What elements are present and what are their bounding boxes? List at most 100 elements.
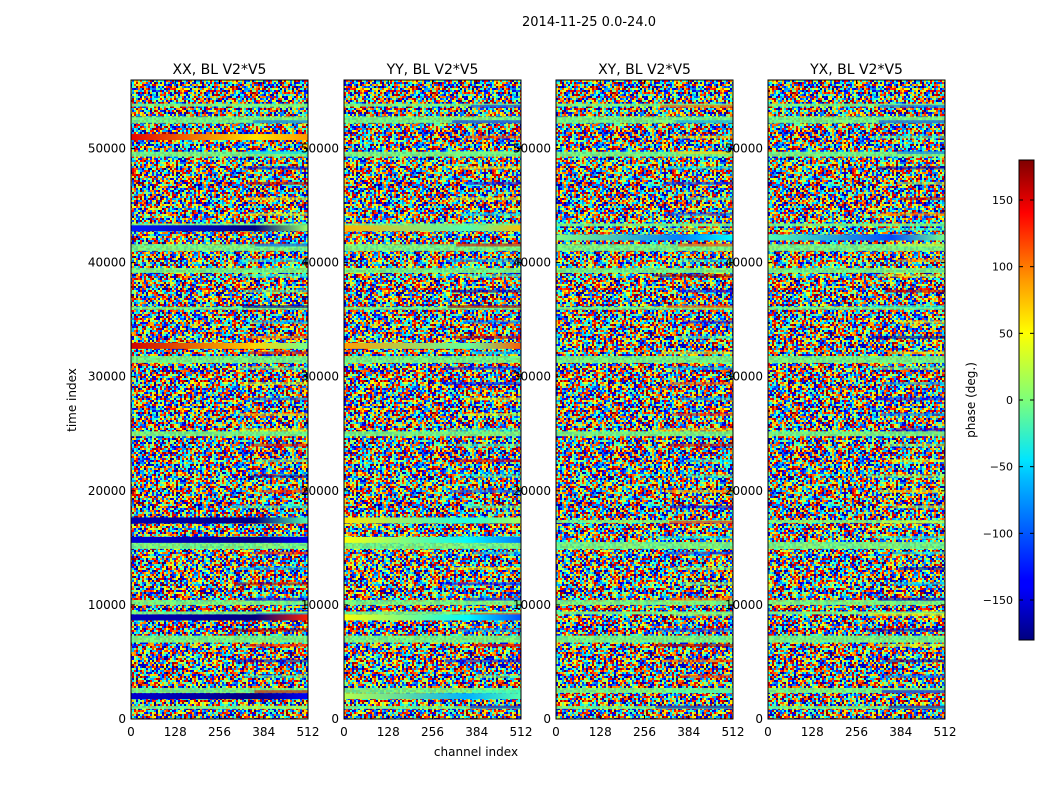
phase-band — [131, 517, 308, 524]
fringe-stripe — [231, 628, 308, 632]
fringe-stripe — [656, 536, 733, 540]
fringe-stripe — [884, 443, 945, 447]
fringe-stripe — [895, 258, 945, 262]
fringe-stripe — [897, 151, 945, 155]
y-tick-label: 10000 — [301, 598, 339, 612]
fringe-stripe — [668, 212, 733, 216]
y-tick-label: 0 — [331, 712, 339, 726]
flag-band — [344, 306, 521, 310]
fringe-stripe — [444, 366, 521, 370]
flag-band — [344, 244, 521, 252]
colorbar-tick-label: 150 — [992, 194, 1013, 207]
panels-group: XX, BL V2*V5 0 128 256 384 512 0 10000 20000 3000… — [88, 62, 957, 739]
fringe-stripe — [884, 659, 945, 663]
y-tick-label: 20000 — [513, 484, 551, 498]
colorbar-tick-label: −100 — [983, 527, 1013, 540]
flag-band — [556, 611, 733, 615]
flag-band — [131, 542, 308, 550]
y-tick-label: 40000 — [513, 256, 551, 270]
colorbar-label: phase (deg.) — [964, 362, 978, 438]
flag-band — [344, 356, 521, 364]
flag-band — [344, 611, 521, 615]
y-tick-label: 50000 — [725, 141, 763, 155]
fringe-stripe — [672, 412, 733, 416]
fringe-stripe — [466, 274, 521, 278]
fringe-stripe — [679, 289, 733, 293]
x-tick-label: 0 — [340, 725, 348, 739]
fringe-stripe — [471, 690, 521, 694]
fringe-stripe — [456, 459, 521, 463]
fringe-stripe — [234, 659, 308, 663]
x-tick-label: 256 — [208, 725, 231, 739]
fringe-stripe — [892, 551, 945, 555]
fringe-stripe — [687, 197, 733, 201]
fringe-stripe — [879, 104, 945, 108]
fringe-stripe — [682, 320, 733, 324]
fringe-stripe — [238, 258, 308, 262]
y-tick-label: 50000 — [88, 141, 126, 155]
x-axis-label: channel index — [434, 745, 518, 759]
y-tick-label: 40000 — [301, 256, 339, 270]
fringe-stripe — [470, 705, 521, 709]
figure-suptitle: 2014-11-25 0.0-24.0 — [522, 15, 656, 30]
flag-band — [131, 223, 308, 227]
fringe-stripe — [248, 351, 308, 355]
fringe-stripe — [243, 166, 308, 170]
y-tick-label: 0 — [543, 712, 551, 726]
flag-band — [768, 103, 945, 107]
flag-band — [556, 542, 733, 550]
fringe-stripe — [883, 382, 945, 386]
fringe-stripe — [444, 659, 521, 663]
fringe-stripe — [888, 705, 945, 709]
fringe-stripe — [877, 597, 945, 601]
fringe-stripe — [661, 659, 733, 663]
y-tick-label: 20000 — [725, 484, 763, 498]
phase-band — [131, 225, 308, 232]
phase-band — [344, 614, 521, 621]
fringe-stripe — [446, 428, 521, 432]
fringe-stripe — [662, 181, 733, 185]
fringe-stripe — [454, 335, 521, 339]
fringe-stripe — [465, 135, 521, 139]
fringe-stripe — [672, 690, 733, 694]
flag-band — [768, 706, 945, 710]
flag-band — [768, 306, 945, 310]
fringe-stripe — [670, 366, 733, 370]
fringe-stripe — [669, 520, 733, 524]
flag-band — [556, 151, 733, 157]
fringe-stripe — [453, 166, 521, 170]
flag-band — [556, 520, 733, 524]
fringe-stripe — [237, 566, 308, 570]
phase-band — [344, 517, 521, 524]
fringe-stripe — [249, 397, 308, 401]
y-tick-label: 30000 — [725, 370, 763, 384]
phase-band — [131, 134, 308, 141]
x-tick-label: 512 — [934, 725, 957, 739]
fringe-stripe — [466, 181, 521, 185]
fringe-stripe — [456, 443, 521, 447]
fringe-stripe — [654, 643, 733, 647]
fringe-stripe — [657, 628, 733, 632]
fringe-stripe — [866, 474, 945, 478]
x-tick-label: 128 — [164, 725, 187, 739]
flag-band — [131, 706, 308, 710]
panel-1: XX, BL V2*V5 0 128 256 384 512 0 10000 20000 3000… — [88, 62, 320, 739]
x-tick-label: 384 — [677, 725, 700, 739]
fringe-stripe — [464, 397, 521, 401]
flag-band — [556, 431, 733, 437]
flag-band — [556, 103, 733, 107]
fringe-stripe — [245, 643, 308, 647]
fringe-stripe — [254, 690, 308, 694]
x-tick-label: 512 — [722, 725, 745, 739]
fringe-stripe — [877, 536, 945, 540]
fringe-stripe — [470, 104, 521, 108]
flag-band — [131, 635, 308, 643]
flag-band — [768, 542, 945, 550]
y-tick-label: 10000 — [513, 598, 551, 612]
fringe-stripe — [876, 166, 945, 170]
flag-band — [344, 268, 521, 274]
flag-band — [344, 542, 521, 550]
panel-title: XX, BL V2*V5 — [173, 62, 267, 78]
fringe-stripe — [241, 274, 308, 278]
flag-band — [344, 635, 521, 643]
